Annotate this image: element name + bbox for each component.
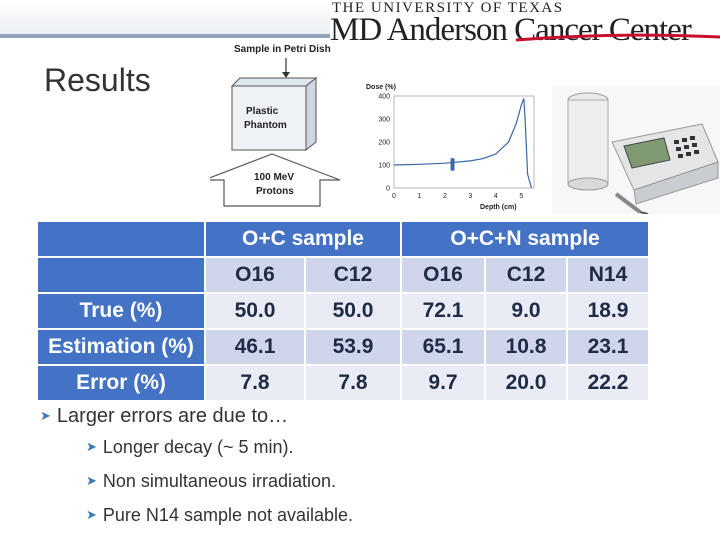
- sub-bullet-text: Pure N14 sample not available.: [102, 505, 354, 525]
- sub-bullet-text: Non simultaneous irradiation.: [102, 471, 337, 491]
- slide-title: Results: [44, 62, 151, 98]
- table-cell: 9.0: [484, 292, 569, 330]
- y-tick-label: 200: [378, 140, 390, 147]
- table-cell: 23.1: [566, 328, 651, 366]
- phantom-label-2: Phantom: [244, 120, 287, 131]
- x-tick-label: 2: [443, 193, 447, 200]
- table-cell: 50.0: [204, 292, 306, 330]
- column-header: C12: [484, 256, 569, 294]
- x-tick-label: 4: [494, 193, 498, 200]
- y-tick-label: 300: [378, 117, 390, 124]
- row-label: Estimation (%): [36, 328, 206, 366]
- dose-plot-area: 0 100 200 300 400 0 1 2 3 4 5: [378, 94, 535, 200]
- sample-position-marker: [450, 158, 455, 171]
- logo-university-text: THE UNIVERSITY OF TEXAS: [332, 0, 564, 16]
- table-cell: 9.7: [400, 364, 487, 402]
- x-tick-label: 1: [418, 193, 422, 200]
- y-tick-label: 400: [378, 94, 390, 101]
- column-header: N14: [566, 256, 651, 294]
- counter-device-image: [552, 86, 720, 214]
- phantom-label-1: Plastic: [246, 106, 279, 117]
- plot-frame: [393, 95, 535, 189]
- table-cell: 18.9: [566, 292, 651, 330]
- beam-label-2: Protons: [256, 186, 294, 197]
- table-cell: 53.9: [303, 328, 403, 366]
- sub-bullet: ➤ Longer decay (~ 5 min).: [58, 430, 353, 464]
- y-tick-label: 0: [386, 186, 390, 193]
- bullet-arrow-icon: ➤: [40, 408, 51, 423]
- y-tick-label: 100: [378, 163, 390, 170]
- dose-depth-chart: Dose (%) Depth (cm) 0 100 200 300 400 0 1 2 3 4 5: [366, 84, 536, 214]
- x-tick-label: 3: [468, 193, 472, 200]
- bullet-main: ➤ Larger errors are due to…: [40, 402, 353, 430]
- beam-label-1: 100 MeV: [254, 172, 295, 183]
- dose-curve-line: [393, 98, 533, 189]
- header-strip: [0, 0, 330, 38]
- table-row: Error (%) 7.8 7.8 9.7 20.0 22.2: [36, 364, 651, 402]
- logo-swoosh-icon: [516, 33, 720, 42]
- table-cell: 7.8: [204, 364, 306, 402]
- header-bar: THE UNIVERSITY OF TEXAS MD Anderson Canc…: [0, 0, 720, 48]
- table-corner-cell: [36, 220, 206, 258]
- table-cell: 10.8: [484, 328, 569, 366]
- bullet-arrow-icon: ➤: [86, 439, 97, 454]
- bullet-main-text: Larger errors are due to…: [56, 405, 289, 427]
- logo-institution-text: MD Anderson Cancer Center: [330, 12, 692, 48]
- results-table: O+C sample O+C+N sample O16 C12 O16 C12 …: [36, 220, 651, 402]
- table-row: True (%) 50.0 50.0 72.1 9.0 18.9: [36, 292, 651, 330]
- sub-bullet: ➤ Non simultaneous irradiation.: [58, 464, 353, 498]
- bullet-list: ➤ Larger errors are due to… ➤ Longer decay…: [40, 402, 353, 532]
- table-cell: 20.0: [484, 364, 569, 402]
- group-header-oc: O+C sample: [203, 220, 403, 258]
- table-cell: 72.1: [400, 292, 487, 330]
- x-tick-label: 0: [392, 193, 396, 200]
- table-cell: 50.0: [303, 292, 403, 330]
- group-header-ocn: O+C+N sample: [400, 220, 651, 258]
- table-cell: 65.1: [400, 328, 487, 366]
- row-label: Error (%): [36, 364, 206, 402]
- institution-logo: THE UNIVERSITY OF TEXAS MD Anderson Canc…: [330, 0, 720, 48]
- table-cell: 7.8: [303, 364, 403, 402]
- sub-bullet: ➤ Pure N14 sample not available.: [58, 498, 353, 532]
- table-row: Estimation (%) 46.1 53.9 65.1 10.8 23.1: [36, 328, 651, 366]
- table-blank-label-cell: [36, 256, 206, 294]
- sub-bullet-text: Longer decay (~ 5 min).: [102, 437, 294, 457]
- x-tick-label: 5: [519, 193, 523, 200]
- header-rule: [0, 34, 330, 38]
- phantom-drawing: [210, 58, 341, 207]
- sample-label: Sample in Petri Dish: [234, 44, 331, 55]
- row-label: True (%): [36, 292, 206, 330]
- table-cell: 46.1: [204, 328, 306, 366]
- column-header: O16: [204, 256, 306, 294]
- chart-xlabel: Depth (cm): [480, 204, 517, 211]
- chart-ylabel: Dose (%): [366, 84, 396, 91]
- bullet-arrow-icon: ➤: [86, 507, 97, 522]
- table-cell: 22.2: [566, 364, 651, 402]
- setup-diagram: Sample in Petri Dish Plastic Phantom 100…: [210, 40, 350, 210]
- column-header: C12: [303, 256, 403, 294]
- column-header: O16: [400, 256, 487, 294]
- bullet-arrow-icon: ➤: [86, 473, 97, 488]
